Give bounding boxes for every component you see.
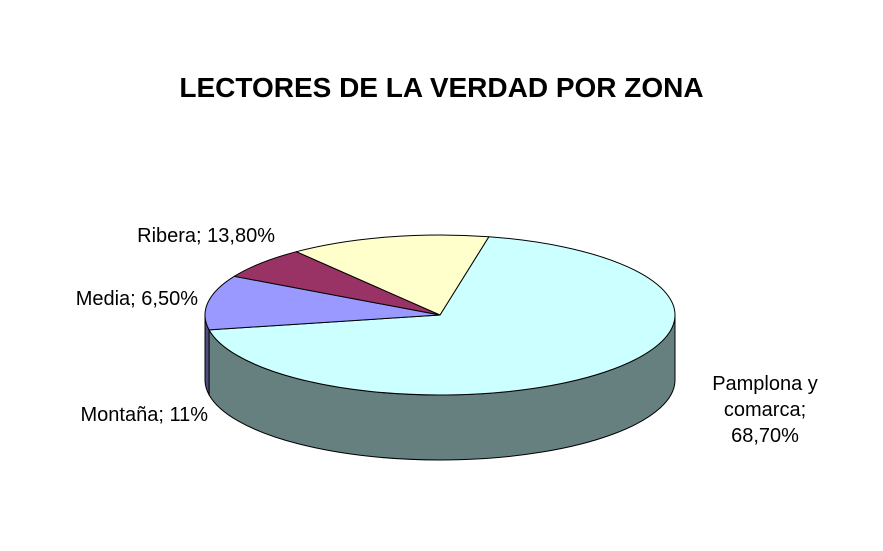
pie-label-line: comarca;: [724, 399, 806, 421]
pie-slice-montana: [204, 275, 441, 331]
pie-label-line: Ribera; 13,80%: [137, 225, 275, 247]
chart-title: LECTORES DE LA VERDAD POR ZONA: [179, 72, 704, 103]
pie-label-line: Montaña; 11%: [81, 404, 209, 426]
pie-label-line: 68,70%: [731, 425, 799, 447]
pie-label-montana: Montaña; 11%: [81, 404, 209, 426]
pie-tops: [204, 234, 676, 396]
pie-label-line: Pamplona y: [712, 373, 818, 395]
pie-label-line: Media; 6,50%: [76, 288, 199, 310]
pie-slice-pamplona-y-comarca: [208, 236, 676, 396]
pie-labels: Pamplona y comarca; 68,70% Montaña; 11% Medi…: [76, 225, 818, 447]
pie-label-ribera: Ribera; 13,80%: [137, 225, 275, 247]
pie-slice-ribera: [295, 234, 490, 316]
pie-label-pamplona-y-comarca: Pamplona y comarca; 68,70%: [712, 373, 818, 447]
pie-label-media: Media; 6,50%: [76, 288, 199, 310]
